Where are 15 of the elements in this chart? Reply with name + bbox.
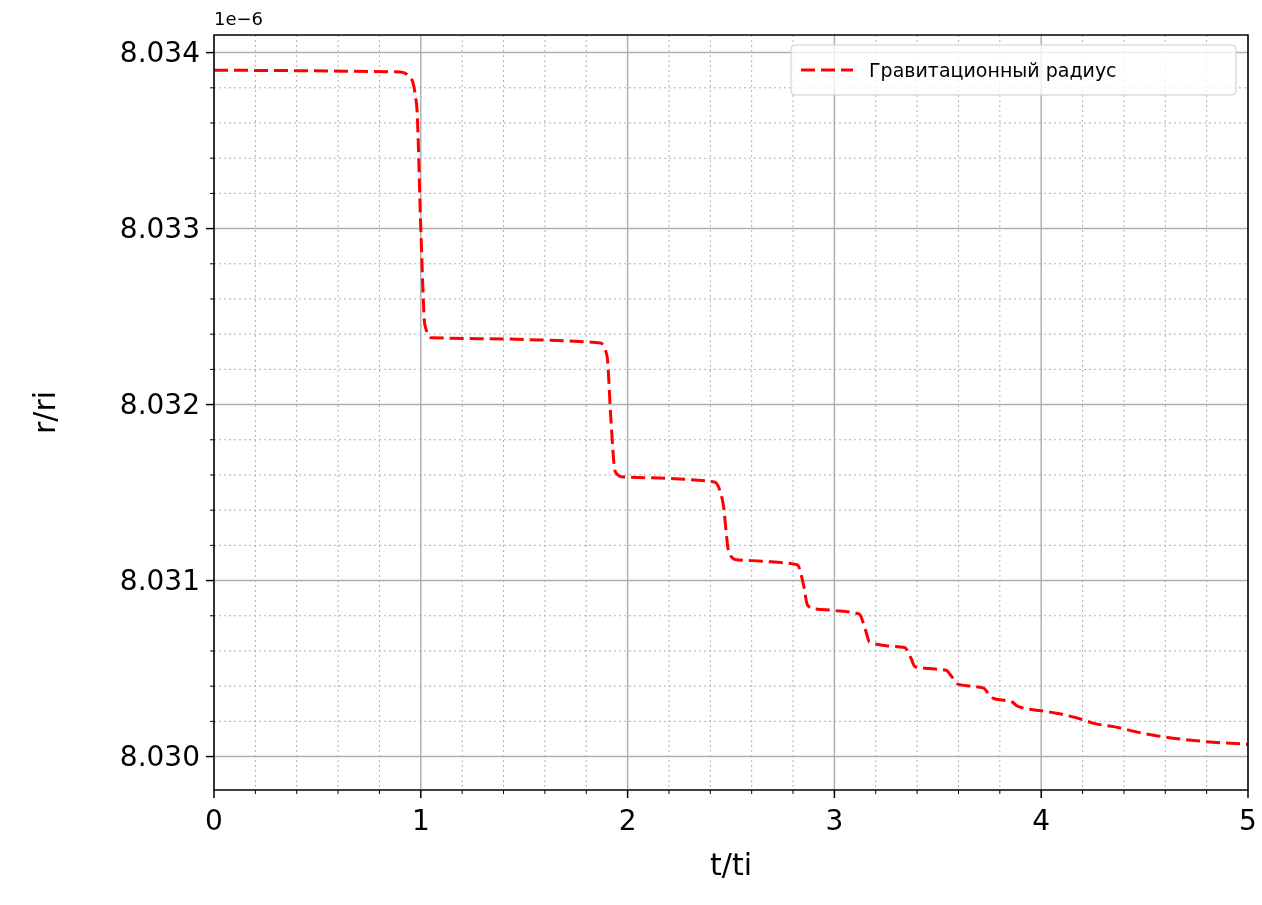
y-tick-label: 8.034 [119, 36, 200, 70]
text: 1e−6 [214, 8, 264, 29]
y-axis-title: r/ri [27, 390, 62, 435]
y-tick-label: 8.031 [119, 564, 200, 598]
x-tick-label: 3 [825, 804, 844, 837]
x-tick-label: 4 [1032, 804, 1051, 837]
x-tick-label: 2 [618, 804, 637, 837]
legend-label: Гравитационный радиус [869, 58, 1117, 81]
x-tick-label: 5 [1239, 804, 1257, 837]
y-tick-label: 8.030 [119, 740, 200, 774]
x-tick-label: 1 [411, 804, 430, 837]
y-tick-label: 8.032 [119, 388, 200, 422]
x-axis-title: t/ti [710, 847, 752, 882]
y-tick-label: 8.033 [119, 212, 200, 246]
x-tick-label: 0 [205, 804, 223, 837]
